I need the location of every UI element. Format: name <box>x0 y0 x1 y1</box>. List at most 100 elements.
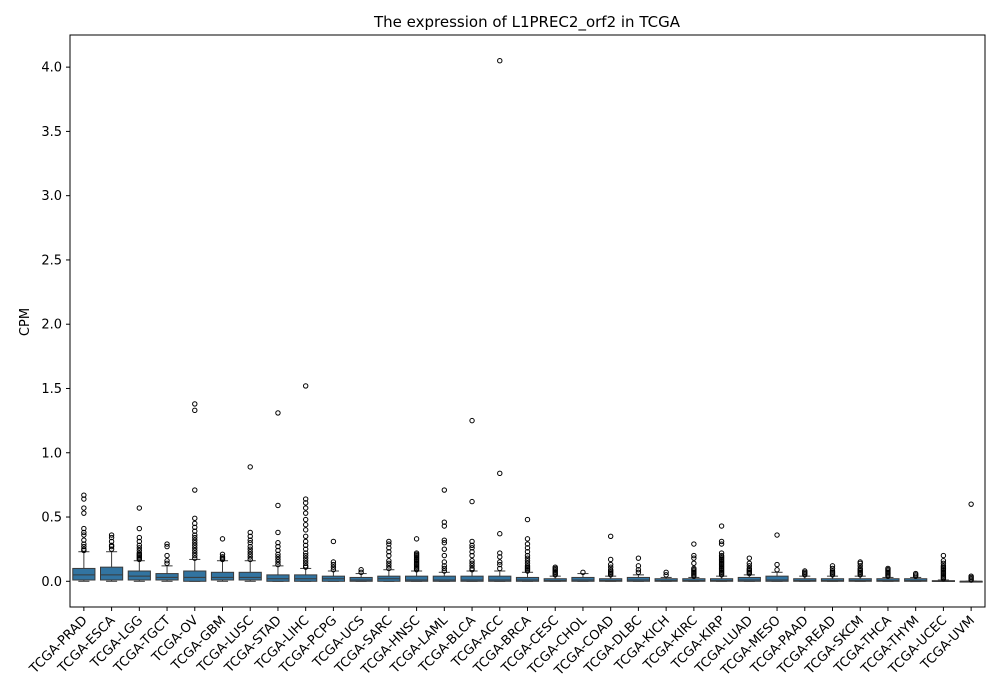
box-group <box>765 532 789 582</box>
outlier-point <box>718 552 725 559</box>
box-body <box>599 578 623 582</box>
outlier-point <box>524 541 531 547</box>
outlier-point <box>275 529 281 536</box>
outlier-point <box>247 554 253 560</box>
outlier-point <box>607 533 614 540</box>
box-group <box>793 568 817 582</box>
outlier-point <box>192 401 198 407</box>
outlier-point <box>81 537 87 543</box>
outlier-point <box>247 543 253 550</box>
outlier-point <box>247 464 253 470</box>
box-body <box>238 571 262 581</box>
outlier-point <box>247 551 253 557</box>
box-group <box>543 564 567 582</box>
outlier-point <box>302 496 309 502</box>
outlier-point <box>164 560 170 566</box>
outlier-point <box>386 558 392 564</box>
outlier-point <box>663 569 669 575</box>
outlier-point <box>386 545 392 551</box>
outlier-point <box>192 524 198 531</box>
box-group <box>460 417 484 582</box>
outlier-point <box>136 534 143 541</box>
outlier-point <box>136 505 143 511</box>
outlier-point <box>108 534 115 541</box>
outlier-point <box>441 563 448 569</box>
y-tick-label: 0.5 <box>41 511 62 526</box>
outlier-point <box>386 541 392 547</box>
box-group <box>432 487 456 582</box>
outlier-point <box>136 550 143 556</box>
outlier-point <box>524 552 531 559</box>
outlier-point <box>441 487 448 493</box>
outlier-point <box>302 546 309 552</box>
box-group <box>515 516 540 582</box>
outlier-point <box>81 505 87 511</box>
outlier-point <box>302 522 309 528</box>
box-body <box>405 575 429 582</box>
box-body <box>626 576 650 582</box>
box-body <box>543 578 567 582</box>
outlier-point <box>497 565 503 572</box>
outlier-point <box>192 515 198 522</box>
outlier-point <box>469 498 475 505</box>
outlier-point <box>829 568 836 574</box>
outlier-point <box>192 520 198 527</box>
outlier-point <box>330 564 337 570</box>
outlier-point <box>524 560 531 566</box>
outlier-point <box>302 516 309 523</box>
outlier-point <box>857 563 863 569</box>
box-body <box>460 575 484 582</box>
outlier-point <box>746 555 753 561</box>
y-tick-label: 3.5 <box>41 125 62 140</box>
outlier-point <box>829 565 836 572</box>
outlier-point <box>330 561 337 568</box>
plot-frame <box>69 34 986 608</box>
outlier-point <box>441 546 448 552</box>
box-group <box>488 58 512 582</box>
box-body <box>571 576 595 582</box>
outlier-point <box>469 417 475 424</box>
outlier-point <box>192 540 198 546</box>
outlier-point <box>164 541 170 547</box>
outlier-point <box>469 542 475 549</box>
box-group <box>294 383 318 582</box>
outlier-point <box>81 541 87 547</box>
outlier-point <box>330 559 337 565</box>
outlier-point <box>497 58 503 64</box>
outlier-point <box>358 567 364 573</box>
outlier-point <box>108 538 115 545</box>
outlier-point <box>524 545 531 551</box>
outlier-point <box>192 532 198 538</box>
box-group <box>155 541 179 582</box>
outlier-point <box>441 540 448 546</box>
outlier-point <box>386 565 392 572</box>
box-group <box>72 492 96 582</box>
y-tick-label: 0.0 <box>41 575 62 590</box>
outlier-point <box>81 532 87 538</box>
outlier-point <box>718 538 725 545</box>
outlier-point <box>247 546 253 552</box>
box-body <box>432 575 456 582</box>
outlier-point <box>386 552 392 559</box>
box-group <box>710 523 734 582</box>
box-group <box>959 501 983 583</box>
outlier-point <box>302 552 309 559</box>
outlier-point <box>413 550 420 556</box>
outlier-point <box>81 525 87 532</box>
outlier-point <box>441 568 448 574</box>
y-axis-label: CPM <box>18 308 33 336</box>
box-group <box>210 536 235 582</box>
outlier-point <box>192 534 198 541</box>
box-group <box>654 569 678 582</box>
outlier-point <box>968 501 974 507</box>
outlier-point <box>469 545 475 551</box>
outlier-point <box>136 538 143 545</box>
box-group <box>377 538 401 582</box>
outlier-point <box>192 550 198 556</box>
outlier-point <box>469 565 475 572</box>
outlier-point <box>247 549 253 555</box>
outlier-point <box>136 542 143 549</box>
outlier-point <box>857 559 863 565</box>
box-group <box>127 505 151 582</box>
